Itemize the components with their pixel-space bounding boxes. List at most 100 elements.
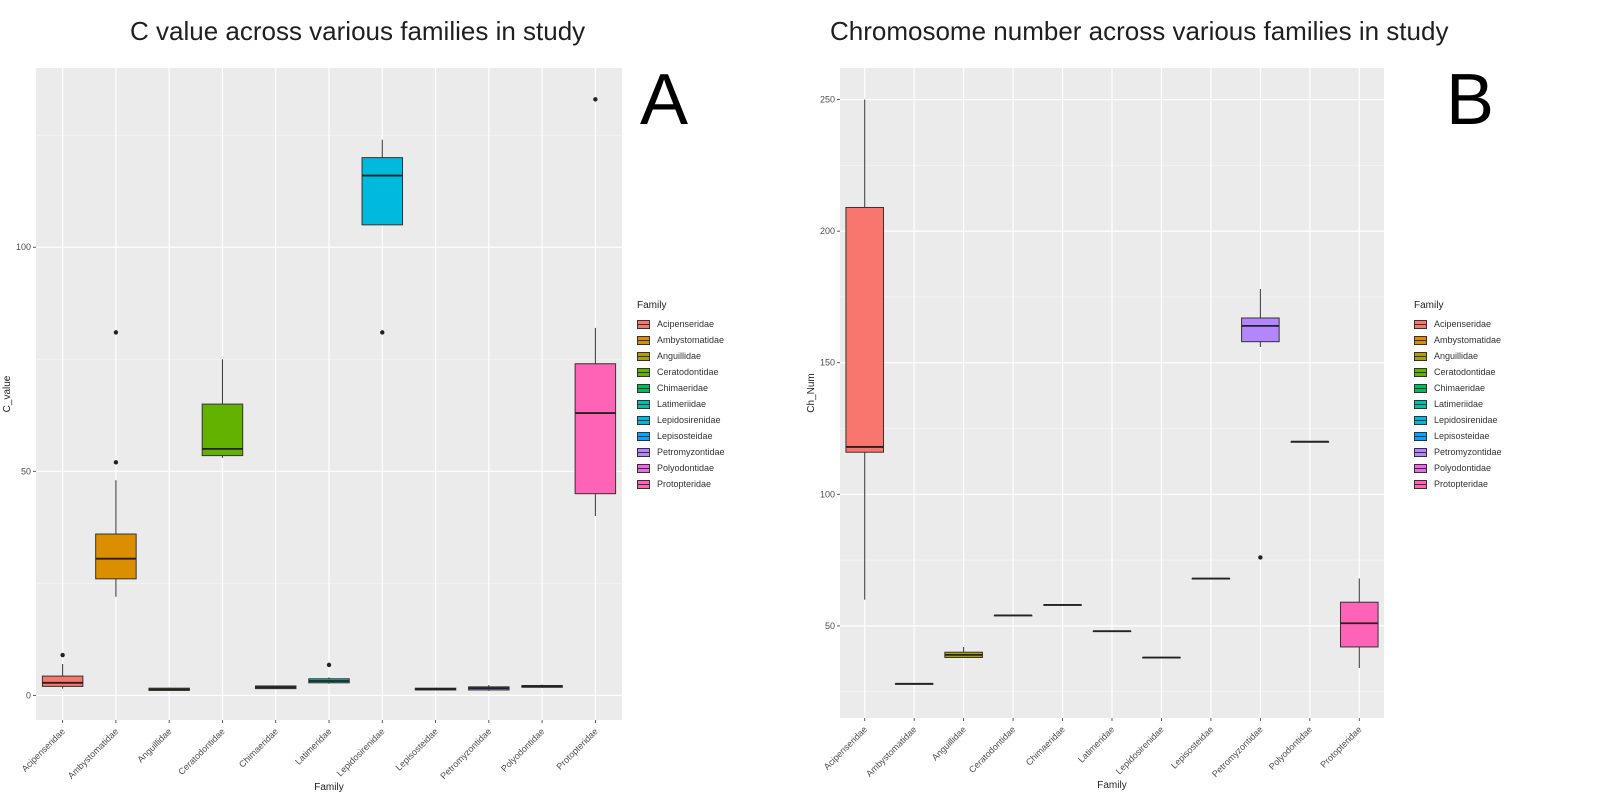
legend-swatch (637, 479, 650, 489)
x-tick-label: Ambystomatidae (66, 726, 120, 780)
legend-item: Protopteridae (1414, 476, 1502, 492)
legend-swatch (637, 335, 650, 345)
legend-label: Petromyzontidae (657, 447, 725, 457)
legend-label: Latimeriidae (657, 399, 707, 409)
legend-label: Chimaeridae (1434, 383, 1486, 393)
box (1241, 317, 1280, 343)
panel-b: Chromosome number across various familie… (800, 0, 1600, 812)
legend-swatch (1414, 399, 1427, 409)
x-tick-label: Acipenseridae (20, 726, 67, 773)
x-tick-label: Petromyzontidae (1210, 724, 1265, 779)
legend-item: Ambystomatidae (1414, 332, 1502, 348)
legend-label: Polyodontidae (1434, 463, 1492, 473)
x-tick-label: Protopteridae (554, 726, 599, 771)
panel-a: C value across various families in study… (0, 0, 790, 812)
legend-item: Lepisosteidae (637, 428, 725, 444)
legend-swatch (637, 351, 650, 361)
x-tick-label: Protopteridae (1318, 724, 1363, 769)
outlier-point (380, 330, 385, 335)
legend-swatch (1414, 335, 1427, 345)
x-tick-label: Lepidosirenidae (335, 726, 387, 778)
chart-title-b: Chromosome number across various familie… (830, 16, 1449, 46)
legend-title: Family (1414, 300, 1444, 311)
legend-item: Lepisosteidae (1414, 428, 1502, 444)
box (95, 533, 137, 580)
y-tick-label: 50 (21, 466, 31, 476)
legend-item: Petromyzontidae (1414, 444, 1502, 460)
legend-swatch (1414, 431, 1427, 441)
outlier-point (60, 652, 65, 658)
legend-label: Protopteridae (1434, 479, 1489, 489)
legend-swatch (637, 319, 650, 329)
legend-item: Protopteridae (637, 476, 725, 492)
box (574, 363, 617, 495)
legend-item: Lepidosirenidae (1414, 412, 1502, 428)
y-tick-label: 200 (820, 226, 835, 236)
y-tick-label: 250 (820, 95, 835, 105)
legend-label: Lepidosirenidae (1434, 415, 1498, 425)
x-tick-label: Lepisosteidae (1169, 724, 1215, 770)
legend-item: Latimeriidae (1414, 396, 1502, 412)
legend-label: Anguillidae (657, 351, 702, 361)
outlier-point (593, 97, 598, 102)
legend-item: Chimaeridae (637, 380, 725, 396)
legend-label: Protopteridae (657, 479, 712, 489)
x-tick-label: Lepidosirenidae (1114, 724, 1166, 776)
legend-swatch (1414, 447, 1427, 457)
legend-item: Lepidosirenidae (637, 412, 725, 428)
legend-swatch (637, 447, 650, 457)
legend-swatch (1414, 351, 1427, 361)
legend-a: Family Acipenseridae Ambystomatidae Anguil… (637, 300, 725, 492)
legend-label: Latimeriidae (1434, 399, 1484, 409)
legend-label: Lepisosteidae (657, 431, 713, 441)
legend-label: Lepisosteidae (1434, 431, 1490, 441)
legend-item: Ceratodontidae (1414, 364, 1502, 380)
y-axis-title: C_value (2, 375, 13, 412)
y-tick-label: 0 (26, 690, 31, 700)
legend-label: Acipenseridae (1434, 319, 1492, 329)
legend-label: Petromyzontidae (1434, 447, 1502, 457)
y-tick-label: 150 (820, 358, 835, 368)
legend-swatch (637, 431, 650, 441)
legend-item: Acipenseridae (1414, 316, 1502, 332)
x-tick-label: Ceratodontidae (967, 724, 1018, 775)
panel-letter-b: B (1446, 60, 1495, 140)
x-tick-label: Acipenseridae (822, 724, 869, 771)
y-axis-title: Ch_Num (806, 373, 817, 412)
outlier-point (113, 330, 119, 335)
legend-label: Ceratodontidae (657, 367, 719, 377)
legend-swatch (637, 463, 650, 473)
legend-item: Anguillidae (637, 348, 725, 364)
outlier-point (113, 460, 119, 465)
box (361, 157, 404, 226)
legend-swatch (637, 367, 650, 377)
outlier-point (326, 662, 332, 668)
x-tick-label: Latimeridae (1076, 724, 1116, 764)
y-tick-label: 50 (825, 621, 835, 631)
legend-item: Ceratodontidae (637, 364, 725, 380)
x-tick-label: Polyodontidae (1267, 724, 1314, 771)
legend-swatch (1414, 383, 1427, 393)
legend-label: Acipenseridae (657, 319, 715, 329)
legend-swatch (1414, 415, 1427, 425)
legend-swatch (637, 383, 650, 393)
box (41, 675, 84, 687)
x-tick-label: Ambystomatidae (864, 724, 918, 778)
legend-swatch (1414, 319, 1427, 329)
x-axis-title: Family (314, 782, 343, 793)
legend-item: Polyodontidae (1414, 460, 1502, 476)
x-tick-label: Latimeridae (293, 726, 333, 766)
x-tick-label: Ceratodontidae (176, 726, 227, 777)
legend-swatch (637, 399, 650, 409)
x-tick-label: Anguillidae (135, 726, 173, 764)
x-tick-label: Petromyzontidae (438, 726, 493, 781)
y-tick-label: 100 (16, 242, 31, 252)
legend-label: Ceratodontidae (1434, 367, 1496, 377)
legend-item: Petromyzontidae (637, 444, 725, 460)
legend-item: Latimeriidae (637, 396, 725, 412)
x-axis-title: Family (1097, 780, 1126, 791)
legend-b: Family Acipenseridae Ambystomatidae Anguil… (1414, 300, 1502, 492)
box (845, 206, 885, 453)
legend-label: Chimaeridae (657, 383, 709, 393)
